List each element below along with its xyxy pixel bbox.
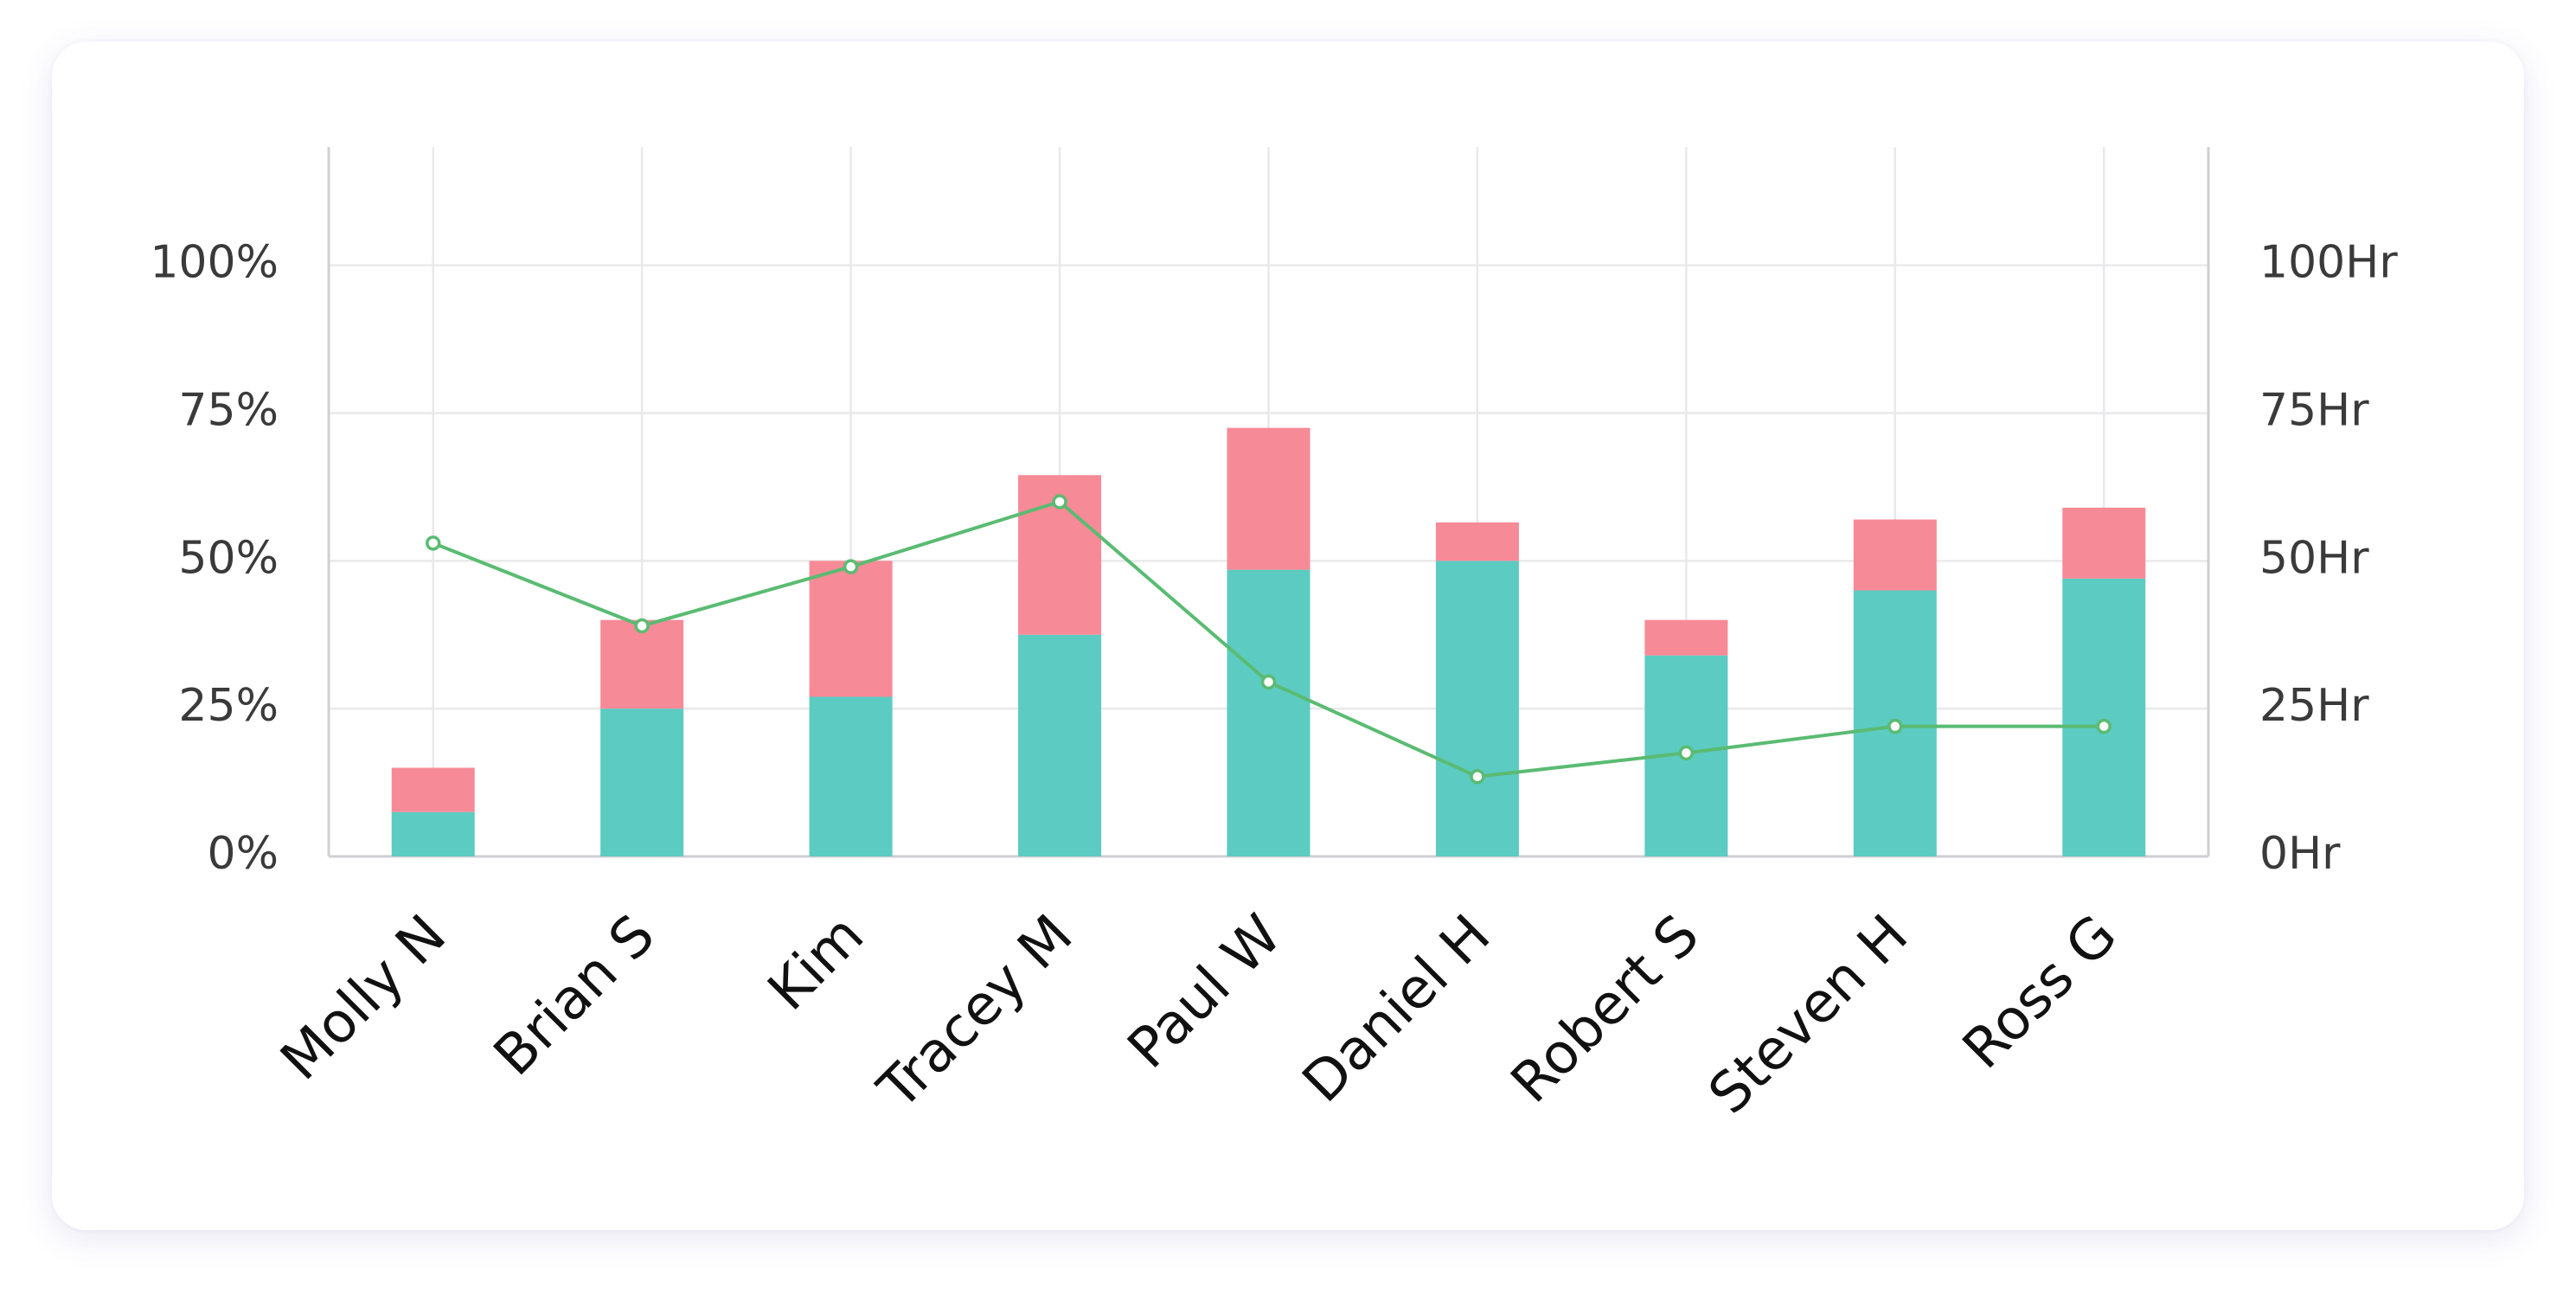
y-right-tick-label: 0Hr [2259, 828, 2341, 880]
line-point [634, 618, 650, 634]
x-category-label: Molly N [269, 903, 458, 1093]
bar-segment-base [600, 708, 684, 856]
bar-segment-top [1227, 427, 1310, 570]
x-category-label: Paul W [1116, 903, 1294, 1081]
line-point [425, 535, 441, 551]
line-point [843, 559, 859, 574]
bar-segment-top [600, 619, 684, 709]
x-category-label: Brian S [482, 903, 667, 1088]
bar-segment-top [1853, 519, 1937, 591]
x-category-label: Daniel H [1291, 903, 1503, 1115]
line-point [1470, 769, 1485, 785]
bar-segment-base [809, 696, 893, 856]
bar-segment-base [2062, 578, 2146, 856]
bar-segment-base [391, 811, 475, 856]
bar-segment-base [1227, 569, 1310, 856]
bar-segment-top [809, 561, 893, 697]
x-category-label: Kim [756, 903, 876, 1023]
x-category-label: Robert S [1499, 903, 1711, 1115]
line-point [1678, 745, 1695, 761]
bar-segment-base [1018, 634, 1102, 856]
y-left-tick-label: 25% [178, 680, 279, 732]
y-left-tick-label: 50% [178, 532, 279, 584]
x-category-label: Ross G [1951, 903, 2130, 1081]
y-left-tick-label: 75% [178, 385, 279, 437]
line-point [1260, 674, 1277, 690]
bar-segment-top [2062, 507, 2146, 579]
line-point [1052, 494, 1067, 510]
bar-segment-top [1435, 522, 1519, 561]
y-right-tick-label: 75Hr [2259, 385, 2369, 437]
y-right-tick-label: 100Hr [2259, 237, 2398, 289]
line-point [2096, 718, 2112, 734]
y-right-tick-label: 25Hr [2259, 680, 2369, 732]
x-category-label: Tracey M [866, 903, 1085, 1122]
y-left-tick-label: 100% [150, 237, 279, 289]
bar-segment-top [391, 767, 475, 812]
x-category-label: Steven H [1697, 903, 1920, 1126]
y-left-tick-label: 0% [208, 828, 279, 880]
y-right-tick-label: 50Hr [2259, 532, 2369, 584]
bar-segment-top [1644, 619, 1728, 656]
line-point [1887, 718, 1903, 734]
bar-segment-base [1435, 561, 1519, 856]
